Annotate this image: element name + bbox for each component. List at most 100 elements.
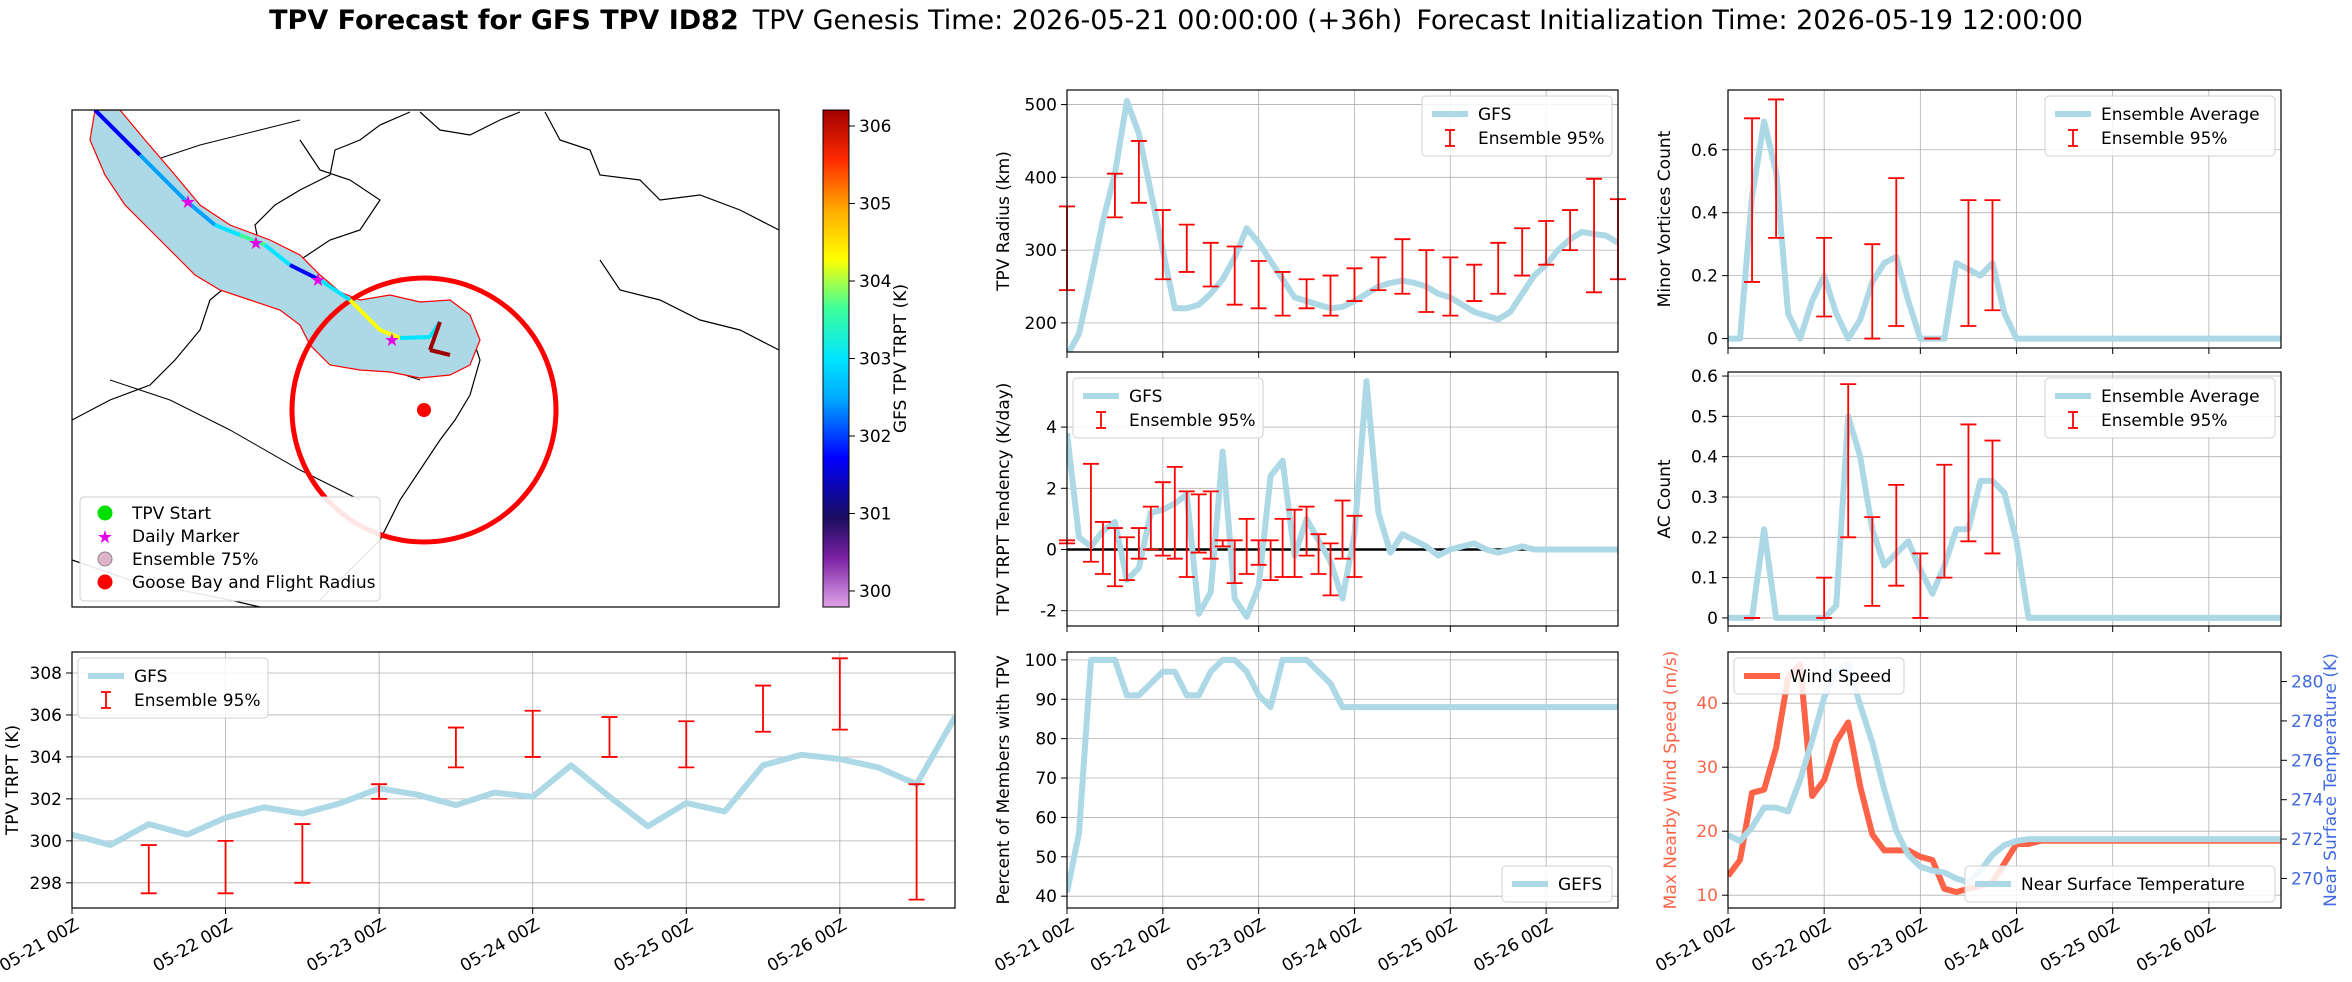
y-tick-label: 0.2 <box>1691 528 1718 548</box>
y-tick-label: 40 <box>1696 694 1718 714</box>
figure-title-genesis: TPV Genesis Time: 2026-05-21 00:00:00 (+… <box>752 5 1403 36</box>
flight-radius-circle <box>289 275 559 545</box>
legend-label: Ensemble 95% <box>2101 129 2228 149</box>
daily-marker: ★ <box>248 233 264 254</box>
y-tick-label: 0 <box>1046 540 1057 560</box>
x-tick-label: 05-26 00Z <box>2133 915 2219 976</box>
daily-marker: ★ <box>384 330 400 351</box>
legend-label: Ensemble 95% <box>134 691 261 711</box>
track-segment <box>379 328 401 340</box>
y-tick-label: 0 <box>1707 609 1718 629</box>
y-tick-label: 400 <box>1025 168 1057 188</box>
axes-frame <box>1727 651 2282 909</box>
y-tick-label: 100 <box>1025 651 1057 671</box>
y-right-tick-label: 272 <box>2291 830 2323 850</box>
y-tick-label: -2 <box>1040 602 1057 622</box>
track-segment <box>318 278 352 302</box>
series-line-ensemble-average <box>1728 118 2281 342</box>
y-right-tick-label: 276 <box>2291 751 2323 771</box>
y-tick-label: 0.1 <box>1691 569 1718 589</box>
x-tick-label: 05-26 00Z <box>1470 915 1556 976</box>
panel-members: 05-21 00Z 05-22 00Z 05-23 00Z 05-24 00Z 05-2… <box>991 651 1619 976</box>
y-tick-label: 298 <box>30 874 62 894</box>
x-tick-label: 05-22 00Z <box>1087 915 1173 976</box>
x-tick-label: 05-22 00Z <box>150 915 236 976</box>
border-line <box>109 379 361 501</box>
y-axis-label: Minor Vortices Count <box>1655 130 1675 307</box>
series-line-near-surface-temperature <box>1728 660 2281 886</box>
y-tick-label: 40 <box>1035 887 1057 907</box>
legend-label: Ensemble 95% <box>2101 411 2228 431</box>
legend-box <box>1964 865 2276 903</box>
panel-tendency: -2 0 2 4 GFS Ensemble 95% TPV TRPT Tendency (K… <box>994 371 1619 632</box>
legend: GEFS <box>1501 865 1613 903</box>
legend-box <box>1501 865 1613 903</box>
track-segment <box>183 198 217 227</box>
y-axis-label: Max Nearby Wind Speed (m/s) <box>1661 651 1681 910</box>
map-legend-label: Goose Bay and Flight Radius <box>132 573 376 593</box>
colorbar-tick-label: 303 <box>859 350 891 370</box>
x-tick-label: 05-24 00Z <box>1279 915 1365 976</box>
y-tick-label: 0.2 <box>1691 267 1718 287</box>
y-axis-label: AC Count <box>1655 459 1675 538</box>
track-segment <box>239 233 266 247</box>
legend-label: Ensemble Average <box>2101 387 2260 407</box>
y-tick-label: 60 <box>1035 808 1057 828</box>
colorbar-tick-label: 301 <box>859 505 891 525</box>
border-line <box>154 119 301 161</box>
track-segment <box>289 263 321 282</box>
x-tick-label: 05-23 00Z <box>1183 915 1269 976</box>
axes-frame <box>1727 371 2282 627</box>
legend-box <box>2044 95 2276 157</box>
panel-trpt: 05-21 00Z 05-22 00Z 05-23 00Z 05-24 00Z 05-2… <box>0 651 956 976</box>
legend-box <box>1733 657 1905 695</box>
colorbar <box>822 109 850 608</box>
axes-frame <box>1066 651 1619 909</box>
track-segment <box>429 348 451 357</box>
y-tick-label: 20 <box>1696 822 1718 842</box>
y-tick-label: 306 <box>30 706 62 726</box>
map-legend-label: Daily Marker <box>132 527 239 547</box>
x-tick-label: 05-24 00Z <box>1941 915 2027 976</box>
map-legend: TPV Start ★ Daily Marker Ensemble 75% Goose … <box>79 496 381 602</box>
legend: GFS Ensemble 95% <box>1072 377 1264 439</box>
colorbar-label: GFS TPV TRPT (K) <box>891 284 911 433</box>
series-line-gfs <box>72 715 955 848</box>
y-axis-label: Percent of Members with TPV <box>994 655 1014 904</box>
x-tick-label: 05-26 00Z <box>764 915 850 976</box>
map-legend-label: TPV Start <box>131 504 212 524</box>
y-tick-label: 0.5 <box>1691 407 1718 427</box>
y-tick-label: 80 <box>1035 730 1057 750</box>
legend-label: Near Surface Temperature <box>2021 875 2245 895</box>
coastline <box>419 111 521 136</box>
panel-wind_temp: 05-21 00Z 05-22 00Z 05-23 00Z 05-24 00Z 05-2… <box>1652 651 2341 977</box>
legend-box <box>2044 377 2276 439</box>
coastline <box>544 111 779 231</box>
y-tick-label: 308 <box>30 664 62 684</box>
legend: Near Surface Temperature <box>1964 865 2276 903</box>
series-line-gfs <box>1067 378 1618 620</box>
colorbar-tick-label: 300 <box>859 582 891 602</box>
track-segment <box>93 110 142 157</box>
x-tick-label: 05-23 00Z <box>303 915 389 976</box>
goose-bay-marker <box>417 403 431 417</box>
y-axis-label: TPV TRPT (K) <box>3 725 23 836</box>
legend-box <box>77 657 269 719</box>
y-tick-label: 300 <box>1025 241 1057 261</box>
axes-frame <box>1066 371 1619 627</box>
y-tick-label: 50 <box>1035 848 1057 868</box>
legend-label: GFS <box>1478 105 1511 125</box>
legend-dot-swatch <box>97 505 113 521</box>
y-tick-label: 304 <box>30 748 62 768</box>
y-right-tick-label: 274 <box>2291 791 2323 811</box>
y-tick-label: 300 <box>30 832 62 852</box>
y-tick-label: 10 <box>1696 886 1718 906</box>
colorbar-tick-label: 304 <box>859 272 891 292</box>
series-line-gfs <box>1067 97 1618 352</box>
track-segment <box>214 223 241 237</box>
colorbar-tick-label: 302 <box>859 427 891 447</box>
figure-title-init: Forecast Initialization Time: 2026-05-19… <box>1416 5 2083 36</box>
